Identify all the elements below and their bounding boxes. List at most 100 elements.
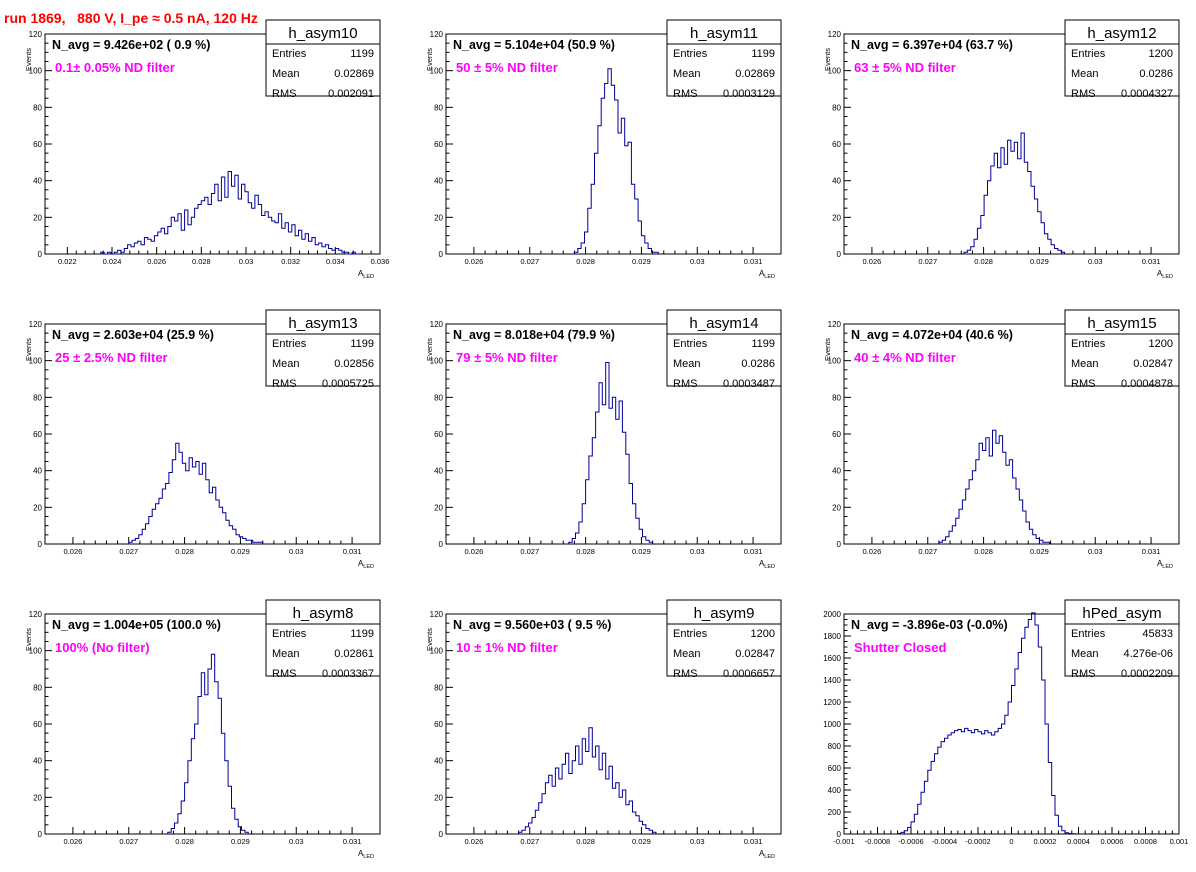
stats-label: RMS [673, 668, 697, 680]
x-tick-label: 0.026 [863, 257, 882, 266]
x-tick-label: 0.029 [632, 257, 651, 266]
x-tick-label: -0.001 [833, 837, 854, 846]
stats-value: 0.02869 [735, 68, 775, 80]
y-axis-label: Events [24, 338, 33, 361]
stats-value: 0.0286 [741, 358, 775, 370]
x-tick-label: 0.03 [239, 257, 254, 266]
stats-label: Entries [1071, 628, 1106, 640]
x-axis-label: ALED [759, 849, 775, 860]
x-tick-label: 0.028 [974, 547, 993, 556]
stats-value: 1199 [350, 628, 374, 640]
y-tick-label: 0 [837, 540, 842, 549]
x-tick-label: 0.028 [576, 547, 595, 556]
histogram-panel-h_asym14: 0 20 40 60 80 100 120 0.026 0.027 0.028 0.029 0.03 0… [425, 309, 782, 570]
stats-box [265, 19, 381, 97]
y-tick-label: 0 [439, 250, 444, 259]
stats-label: Mean [1071, 68, 1099, 80]
x-tick-label: 0.028 [576, 837, 595, 846]
stats-value: 1199 [350, 338, 374, 350]
x-tick-label: 0.034 [326, 257, 345, 266]
x-tick-label: 0.027 [520, 837, 539, 846]
navg-title: N_avg = 9.560e+03 ( 9.5 %) [453, 618, 611, 632]
y-tick-label: 40 [33, 177, 42, 186]
y-tick-label: 40 [33, 757, 42, 766]
stats-value: 0.0003129 [723, 88, 775, 100]
y-tick-label: 60 [33, 720, 42, 729]
stats-value: 0.02869 [334, 68, 374, 80]
stats-value: 1199 [751, 338, 775, 350]
stats-histogram-name: h_asym14 [689, 315, 758, 332]
x-tick-label: 0.03 [289, 837, 304, 846]
navg-title: N_avg = 8.018e+04 (79.9 %) [453, 328, 615, 342]
histogram-series [128, 442, 264, 544]
y-axis-label: Events [425, 48, 434, 71]
stats-box [265, 309, 381, 387]
x-tick-label: 0.029 [231, 547, 250, 556]
x-tick-label: 0.0008 [1134, 837, 1157, 846]
stats-histogram-name: hPed_asym [1082, 605, 1161, 622]
stats-label: Mean [673, 68, 701, 80]
y-tick-label: 80 [434, 683, 443, 692]
stats-value: 0.0002209 [1121, 668, 1173, 680]
x-tick-label: 0.026 [147, 257, 166, 266]
histogram-panel-h_asym12: 0 20 40 60 80 100 120 0.026 0.027 0.028 0.029 0.03 0… [823, 19, 1180, 280]
x-tick-label: 0.026 [64, 837, 83, 846]
stats-value: 0.02847 [735, 648, 775, 660]
filter-annotation: Shutter Closed [854, 640, 947, 655]
stats-histogram-name: h_asym8 [293, 605, 354, 622]
navg-title: N_avg = 6.397e+04 (63.7 %) [851, 38, 1013, 52]
stats-box [666, 19, 782, 97]
stats-value: 45833 [1142, 628, 1173, 640]
y-tick-label: 1200 [823, 698, 841, 707]
stats-value: 0.0006657 [723, 668, 775, 680]
y-tick-label: 40 [832, 467, 841, 476]
x-tick-label: 0.03 [690, 837, 705, 846]
x-tick-label: 0.029 [632, 837, 651, 846]
histogram-series [573, 68, 659, 254]
y-tick-label: 20 [434, 793, 443, 802]
y-tick-label: 60 [434, 140, 443, 149]
stats-value: 1200 [1149, 338, 1173, 350]
y-tick-label: 1400 [823, 676, 841, 685]
x-tick-label: 0.028 [974, 257, 993, 266]
y-tick-label: 120 [430, 320, 444, 329]
stats-label: Entries [1071, 338, 1106, 350]
x-axis-label: ALED [358, 559, 374, 570]
x-tick-label: 0.03 [289, 547, 304, 556]
y-tick-label: 0 [439, 540, 444, 549]
stats-label: Entries [272, 48, 307, 60]
y-tick-label: 800 [828, 742, 842, 751]
x-tick-label: 0.026 [465, 837, 484, 846]
y-tick-label: 60 [33, 140, 42, 149]
x-tick-label: 0.027 [119, 837, 138, 846]
stats-label: RMS [272, 668, 296, 680]
x-tick-label: 0.031 [744, 547, 763, 556]
x-tick-label: 0.001 [1170, 837, 1189, 846]
histogram-panel-h_asym11: 0 20 40 60 80 100 120 0.026 0.027 0.028 0.029 0.03 0… [425, 19, 782, 280]
y-tick-label: 0 [38, 250, 43, 259]
x-axis-label: ALED [358, 849, 374, 860]
y-tick-label: 40 [434, 467, 443, 476]
x-tick-label: 0.031 [343, 547, 362, 556]
y-tick-label: 0 [837, 830, 842, 839]
x-tick-label: 0.031 [1142, 257, 1161, 266]
stats-value: 0.0286 [1139, 68, 1173, 80]
x-tick-label: 0.028 [576, 257, 595, 266]
stats-value: 1199 [751, 48, 775, 60]
y-tick-label: 100 [29, 357, 43, 366]
stats-box [265, 599, 381, 677]
y-tick-label: 20 [832, 503, 841, 512]
y-tick-label: 80 [434, 393, 443, 402]
x-tick-label: -0.0002 [965, 837, 990, 846]
x-tick-label: -0.0004 [932, 837, 957, 846]
y-tick-label: 80 [434, 103, 443, 112]
y-tick-label: 20 [434, 213, 443, 222]
histogram-series [963, 132, 1065, 254]
histogram-panel-hPed_asym: 0 200 400 600 800 1000 1200 1400 1600 1800 2000 -0.… [823, 599, 1189, 846]
y-tick-label: 1000 [823, 720, 841, 729]
stats-value: 1200 [751, 628, 775, 640]
y-tick-label: 20 [33, 503, 42, 512]
stats-box [666, 599, 782, 677]
x-tick-label: 0.027 [918, 257, 937, 266]
stats-value: 1200 [1149, 48, 1173, 60]
